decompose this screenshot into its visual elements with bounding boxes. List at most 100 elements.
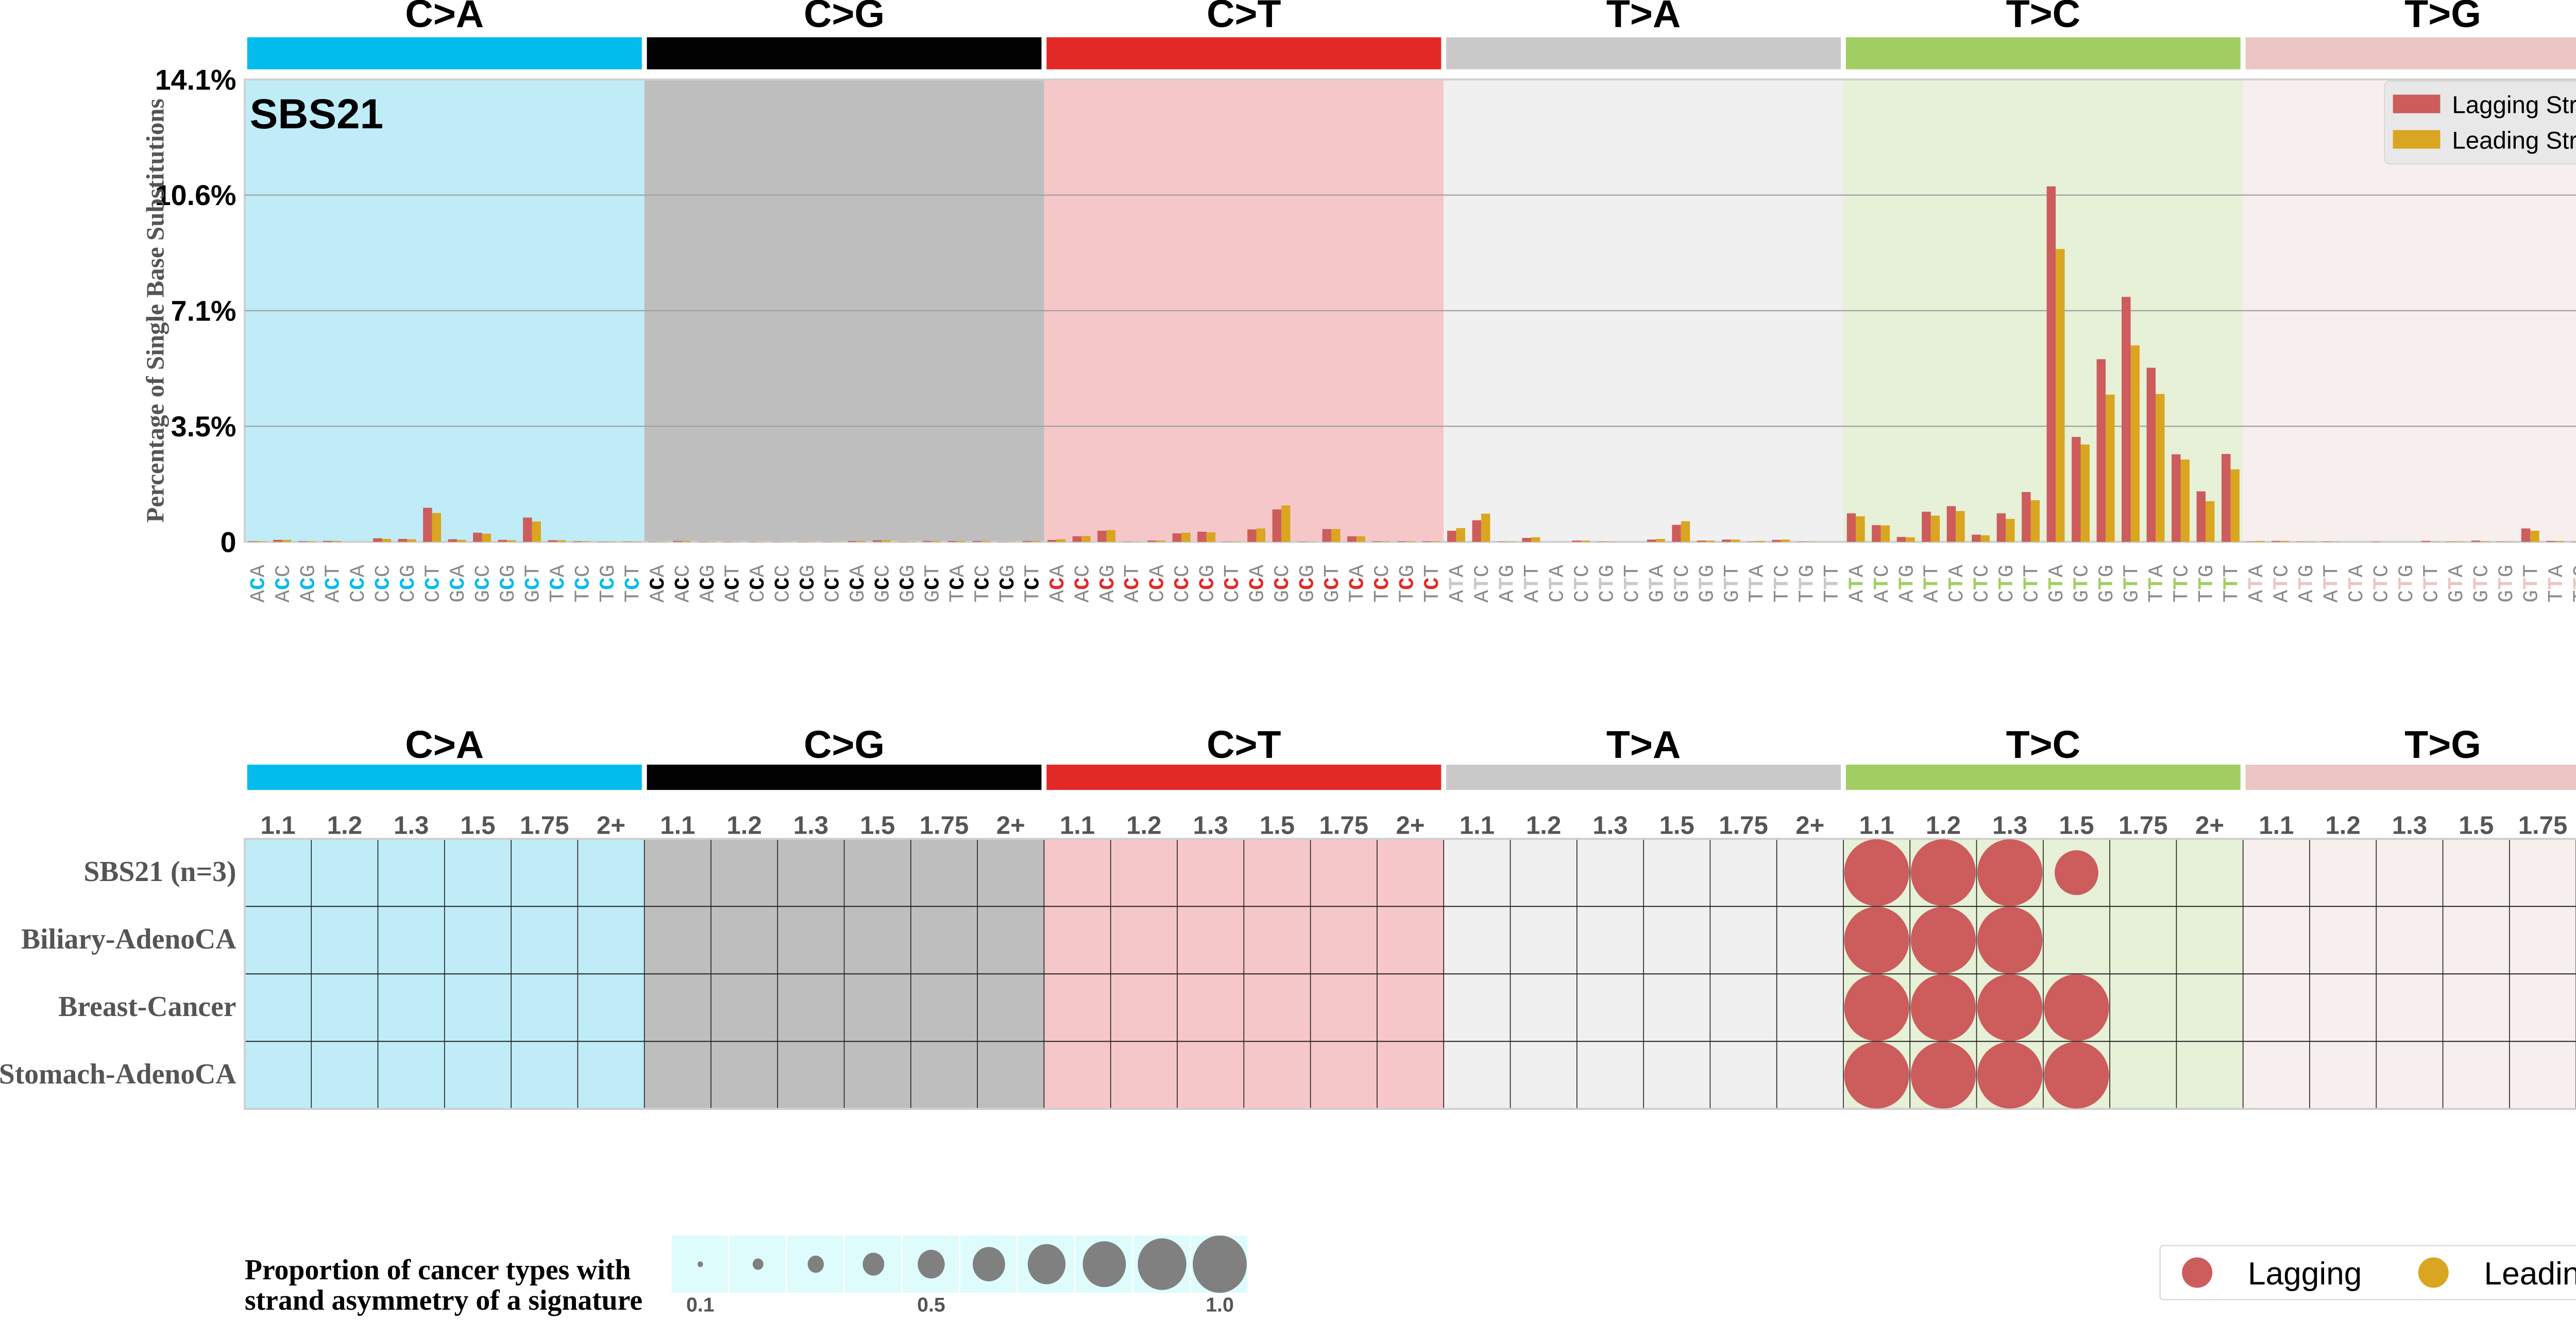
column-header: 2+: [2195, 811, 2224, 839]
bar-leading: [1206, 532, 1216, 542]
flank-base: A: [846, 564, 870, 577]
mutated-base: C: [422, 577, 446, 590]
mutated-base: C: [821, 577, 845, 590]
column-header: 1.5: [2459, 811, 2494, 839]
panel-color-bar: [1845, 37, 2241, 70]
flank-base: A: [2145, 564, 2169, 577]
flank-base: G: [522, 590, 546, 603]
x-context-label: CTA: [2345, 564, 2369, 602]
mutated-base: T: [1995, 577, 2019, 590]
mutated-base: C: [247, 577, 270, 590]
x-context-label: TCT: [622, 565, 646, 603]
bar-leading: [1231, 541, 1241, 542]
bar-leading: [1756, 540, 1765, 542]
flank-base: C: [1621, 590, 1645, 603]
x-context-label: CCC: [771, 565, 795, 603]
x-context-label: ATG: [1496, 565, 1520, 603]
flank-base: T: [1346, 590, 1370, 603]
bar-lagging: [947, 540, 957, 542]
x-context-label: TTA: [2145, 564, 2169, 602]
x-context-label: GTG: [2495, 565, 2519, 603]
x-context-label: CCA: [1146, 564, 1170, 602]
flank-base: G: [447, 590, 470, 603]
flank-base: G: [2395, 565, 2419, 578]
mutated-base: C: [721, 577, 745, 590]
column-header: 2+: [1795, 811, 1824, 839]
mutated-base: T: [2195, 577, 2219, 590]
bar-leading: [532, 521, 541, 542]
bar-lagging: [1122, 541, 1132, 542]
mutated-base: T: [2295, 577, 2319, 590]
bar-leading: [1980, 535, 1990, 542]
bar-leading: [632, 541, 641, 542]
bar-lagging: [1322, 529, 1332, 542]
size-legend-bubble: [918, 1249, 945, 1279]
bar-lagging: [373, 538, 382, 542]
flank-base: A: [347, 564, 370, 577]
asymmetry-bubble: [2044, 974, 2109, 1041]
flank-base: G: [1246, 590, 1270, 603]
mutated-base: C: [1046, 577, 1070, 590]
flank-base: G: [1196, 565, 1220, 578]
y-tick-label: 7.1%: [171, 295, 236, 327]
x-context-label: GTG: [1696, 565, 1719, 603]
size-legend-label: 1.0: [1206, 1293, 1234, 1316]
flank-base: T: [1521, 565, 1545, 578]
x-context-label: TCG: [996, 565, 1020, 603]
panel-title: C>T: [1207, 723, 1281, 766]
bar-lagging: [1197, 531, 1207, 542]
bar-leading: [1706, 540, 1715, 542]
flank-base: G: [2195, 565, 2219, 578]
bar-leading: [2106, 394, 2115, 542]
bar-leading: [956, 540, 966, 542]
x-context-label: GTA: [2045, 564, 2069, 602]
flank-base: G: [2495, 565, 2519, 578]
column-header: 1.2: [2325, 811, 2360, 839]
panel-title: T>C: [2006, 723, 2080, 766]
flank-base: T: [1021, 565, 1045, 578]
x-context-label: ATT: [2320, 565, 2344, 603]
x-context-label: CTG: [1596, 565, 1619, 603]
column-header: 1.2: [726, 811, 761, 839]
bar-lagging: [1572, 540, 1581, 542]
flank-base: T: [2545, 590, 2569, 603]
size-legend-title: Proportion of cancer types with: [245, 1254, 631, 1286]
x-context-label: GCC: [1271, 565, 1295, 603]
x-context-label: ACG: [297, 565, 320, 603]
leading-marker-icon: [2418, 1257, 2449, 1288]
bar-leading: [507, 540, 516, 542]
x-context-label: GTT: [2121, 565, 2144, 603]
size-legend-label: 0.5: [917, 1293, 945, 1316]
panel-color-bar: [2245, 37, 2576, 70]
bar-leading: [1006, 541, 1016, 542]
mutated-base: C: [347, 577, 370, 590]
mutated-base: T: [1895, 577, 1919, 590]
bar-leading: [2555, 540, 2565, 542]
bar-lagging: [748, 541, 757, 542]
bar-lagging: [1747, 541, 1756, 542]
flank-base: G: [796, 565, 820, 578]
mutated-base: C: [1096, 577, 1120, 590]
mutated-base: T: [2071, 577, 2094, 590]
mutated-base: T: [1845, 577, 1869, 590]
x-context-label: TCC: [971, 565, 995, 603]
bar-lagging: [2246, 541, 2256, 542]
bubble-strand-legend-box: [2159, 1245, 2576, 1300]
column-header: 1.75: [1719, 811, 1768, 839]
bar-leading: [2280, 540, 2290, 542]
panel-color-bar: [1446, 37, 1841, 70]
flank-base: C: [747, 590, 770, 603]
x-context-label: CCG: [1196, 565, 1220, 603]
mutated-base: T: [2245, 577, 2269, 590]
asymmetry-bubble: [1910, 974, 1976, 1041]
asymmetry-bubble: [1910, 839, 1976, 906]
bar-lagging: [623, 541, 632, 542]
bar-lagging: [2546, 540, 2555, 542]
flank-base: G: [1496, 565, 1520, 578]
flank-base: T: [971, 590, 995, 603]
flank-base: G: [2495, 590, 2519, 603]
flank-base: G: [896, 565, 920, 578]
mutated-base: T: [1646, 577, 1669, 590]
flank-base: A: [1521, 590, 1545, 603]
mutated-base: T: [2495, 577, 2519, 590]
